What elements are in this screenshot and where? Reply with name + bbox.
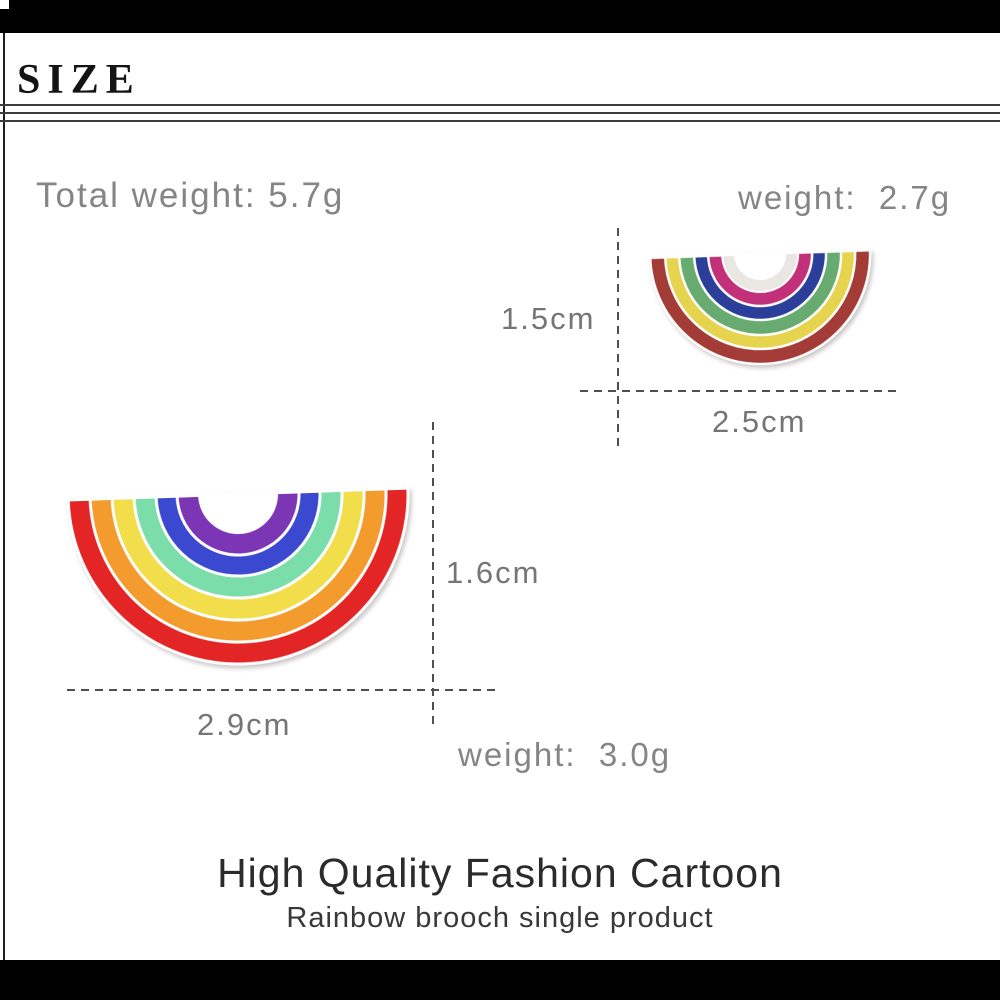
small-width-dimension-line xyxy=(580,390,900,392)
small-height-dimension-line xyxy=(617,228,619,452)
small-brooch-opening xyxy=(734,253,787,281)
left-border-line xyxy=(3,33,5,960)
top-letterbox-bar xyxy=(0,0,1000,33)
large-rainbow-brooch-image xyxy=(66,486,410,666)
page-title: SIZE xyxy=(17,57,141,103)
bottom-letterbox-bar xyxy=(0,960,1000,1000)
divider-line-2 xyxy=(0,112,1000,114)
small-width-label: 2.5cm xyxy=(712,404,807,439)
footer-subtitle: Rainbow brooch single product xyxy=(286,902,714,934)
footer-title: High Quality Fashion Cartoon xyxy=(217,850,783,896)
total-weight-label: Total weight: 5.7g xyxy=(36,176,345,215)
large-width-label: 2.9cm xyxy=(197,707,292,742)
large-width-dimension-line xyxy=(67,689,497,691)
divider-line-3 xyxy=(0,120,1000,122)
large-brooch-opening xyxy=(198,492,279,535)
large-brooch-weight-label: weight: 3.0g xyxy=(458,736,672,773)
small-brooch-weight-label: weight: 2.7g xyxy=(738,179,952,216)
small-height-label: 1.5cm xyxy=(501,301,596,336)
large-height-dimension-line xyxy=(432,422,434,728)
large-height-label: 1.6cm xyxy=(446,555,541,590)
small-rainbow-brooch-image xyxy=(648,248,872,366)
divider-line-1 xyxy=(0,104,1000,106)
top-left-notch xyxy=(0,0,9,9)
